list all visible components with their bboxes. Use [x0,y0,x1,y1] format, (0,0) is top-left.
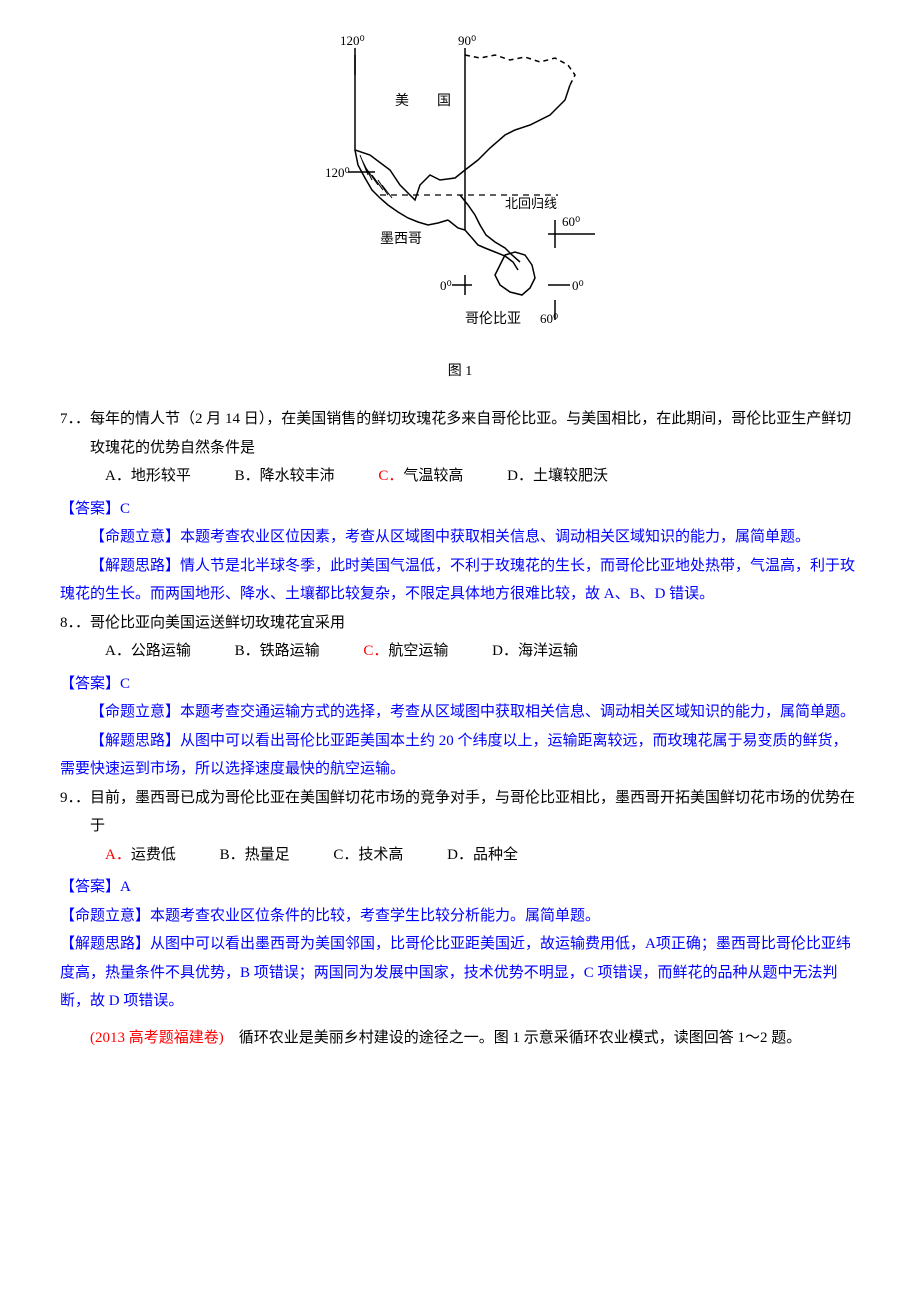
lat-0-left-label: 0⁰ [440,278,452,293]
footer-text: 循环农业是美丽乡村建设的途径之一。图 1 示意采循环农业模式，读图回答 1～2 … [224,1030,802,1046]
footer-intro: (2013 高考题福建卷) 循环农业是美丽乡村建设的途径之一。图 1 示意采循环… [60,1024,860,1053]
q8-opt-a: A．公路运输 [105,637,191,666]
q7-opt-b: B．降水较丰沛 [235,462,335,491]
q7-opt-c: C．气温较高 [378,462,463,491]
q8-opt-d: D．海洋运输 [492,637,578,666]
q9-solution: 【解题思路】从图中可以看出墨西哥为美国邻国，比哥伦比亚距美国近，故运输费用低，A… [60,930,860,1016]
question-9-text: 9．．目前，墨西哥已成为哥伦比亚在美国鲜切花市场的竞争对手，与哥伦比亚相比，墨西… [60,784,860,841]
q7-number: 7．． [60,411,90,427]
colombia-label: 哥伦比亚 [465,311,521,327]
q7-options: A．地形较平 B．降水较丰沛 C．气温较高 D．土壤较肥沃 [60,462,860,491]
lon-120-mid-label: 120⁰ [325,165,350,180]
q8-intent: 【命题立意】本题考查交通运输方式的选择，考查从区域图中获取相关信息、调动相关区域… [60,698,860,727]
diagram-caption: 图 1 [60,359,860,386]
q7-solution: 【解题思路】情人节是北半球冬季，此时美国气温低，不利于玫瑰花的生长，而哥伦比亚地… [60,552,860,609]
q9-options: A．运费低 B．热量足 C．技术高 D．品种全 [60,841,860,870]
map-svg: 120⁰ 90⁰ 120⁰ 美 国 墨西哥 北回归线 60⁰ 0⁰ 0⁰ 哥伦比… [300,30,620,340]
question-8-text: 8．．哥伦比亚向美国运送鲜切玫瑰花宜采用 [60,609,860,638]
q8-opt-c: C．航空运输 [363,637,448,666]
question-7-text: 7．．每年的情人节（2 月 14 日），在美国销售的鲜切玫瑰花多来自哥伦比亚。与… [60,405,860,462]
q8-stem: 哥伦比亚向美国运送鲜切玫瑰花宜采用 [90,615,345,631]
q7-opt-a: A．地形较平 [105,462,191,491]
q9-stem: 目前，墨西哥已成为哥伦比亚在美国鲜切花市场的竞争对手，与哥伦比亚相比，墨西哥开拓… [90,790,855,835]
q8-answer: 【答案】C [60,670,860,699]
q9-intent: 【命题立意】本题考查农业区位条件的比较，考查学生比较分析能力。属简单题。 [60,902,860,931]
footer-source: (2013 高考题福建卷) [90,1030,224,1046]
map-diagram: 120⁰ 90⁰ 120⁰ 美 国 墨西哥 北回归线 60⁰ 0⁰ 0⁰ 哥伦比… [60,30,860,385]
q9-answer: 【答案】A [60,873,860,902]
question-7: 7．．每年的情人节（2 月 14 日），在美国销售的鲜切玫瑰花多来自哥伦比亚。与… [60,405,860,491]
q9-opt-a: A．运费低 [105,841,176,870]
q7-answer: 【答案】C [60,495,860,524]
lon-90-label: 90⁰ [458,33,476,48]
lon-60-mid-label: 60⁰ [562,214,580,229]
q7-stem: 每年的情人节（2 月 14 日），在美国销售的鲜切玫瑰花多来自哥伦比亚。与美国相… [90,411,851,456]
mexico-label: 墨西哥 [380,232,422,247]
question-9: 9．．目前，墨西哥已成为哥伦比亚在美国鲜切花市场的竞争对手，与哥伦比亚相比，墨西… [60,784,860,870]
q8-opt-b: B．铁路运输 [235,637,320,666]
q8-solution: 【解题思路】从图中可以看出哥伦比亚距美国本土约 20 个纬度以上，运输距离较远，… [60,727,860,784]
q7-intent: 【命题立意】本题考查农业区位因素，考查从区域图中获取相关信息、调动相关区域知识的… [60,523,860,552]
usa-label: 美 国 [395,93,451,109]
lat-0-right-label: 0⁰ [572,278,584,293]
q8-options: A．公路运输 B．铁路运输 C．航空运输 D．海洋运输 [60,637,860,666]
q9-opt-d: D．品种全 [447,841,518,870]
tropic-label: 北回归线 [505,196,557,211]
question-8: 8．．哥伦比亚向美国运送鲜切玫瑰花宜采用 A．公路运输 B．铁路运输 C．航空运… [60,609,860,666]
lon-120-top-label: 120⁰ [340,33,365,48]
q9-opt-b: B．热量足 [220,841,290,870]
lon-60-bot-label: 60⁰ [540,311,558,326]
q7-opt-d: D．土壤较肥沃 [507,462,608,491]
q9-opt-c: C．技术高 [333,841,403,870]
q9-number: 9．． [60,790,90,806]
q8-number: 8．． [60,615,90,631]
